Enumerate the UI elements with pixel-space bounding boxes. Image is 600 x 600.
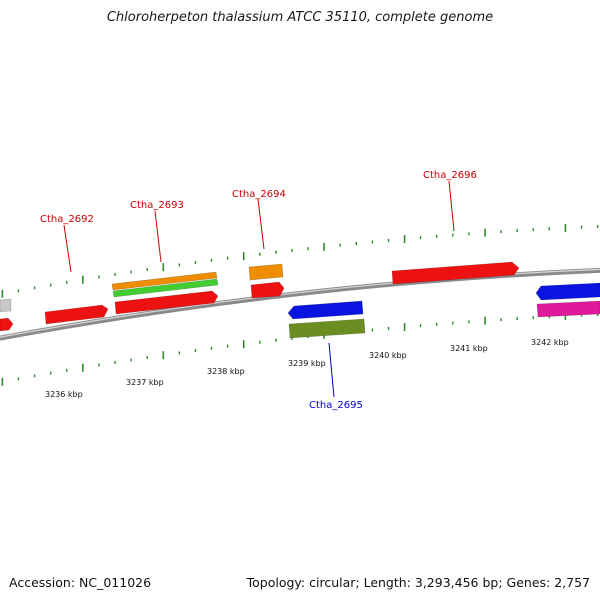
gene-ctha-2695[interactable] [288,318,366,339]
scale-ticks-outer [1,224,599,298]
genome-backbone [0,267,600,341]
map-title: Chloroherpeton thalassium ATCC 35110, co… [106,10,494,25]
gene-right-edge-magenta[interactable] [536,300,600,318]
scale-label: 3238 kbp [207,367,245,376]
leader-ctha-2695 [328,342,335,398]
scale-label: 3241 kbp [450,344,488,353]
gene-ctha-2694-orange[interactable] [248,263,284,281]
leader-ctha-2696 [448,180,455,232]
gene-label: Ctha_2694 [232,189,286,200]
forward-genes [0,261,520,332]
gene-ctha-2696[interactable] [391,261,520,285]
gene-ctha-2693-green[interactable] [112,278,219,298]
gene-ctha-2695-blue[interactable] [287,300,364,320]
gene-label: Ctha_2695 [309,400,363,411]
scale-label: 3239 kbp [288,359,326,368]
gene-ctha-2693[interactable] [114,290,219,315]
leader-ctha-2693 [154,210,162,263]
gene-label: Ctha_2692 [40,214,94,225]
reverse-genes [287,282,600,339]
leader-ctha-2692 [63,224,72,273]
scale-label: 3236 kbp [45,390,83,399]
gene-ctha-2694[interactable] [250,281,285,299]
scale-label: 3242 kbp [531,338,569,347]
genome-backbone-highlight [0,268,600,338]
gene-label: Ctha_2693 [130,200,184,211]
gene-ctha-2693-orange[interactable] [111,271,218,291]
gene-label: Ctha_2696 [423,170,477,181]
scale-label: 3237 kbp [126,378,164,387]
gene-left-edge[interactable] [0,317,14,332]
gene-left-edge-grey[interactable] [0,298,12,313]
gene-right-edge-blue[interactable] [535,282,600,301]
accession-text: Accession: NC_011026 [9,575,152,590]
gene-ctha-2692[interactable] [44,304,109,325]
genome-summary-text: Topology: circular; Length: 3,293,456 bp… [246,575,590,590]
scale-label: 3240 kbp [369,351,407,360]
leader-ctha-2694 [257,198,265,250]
